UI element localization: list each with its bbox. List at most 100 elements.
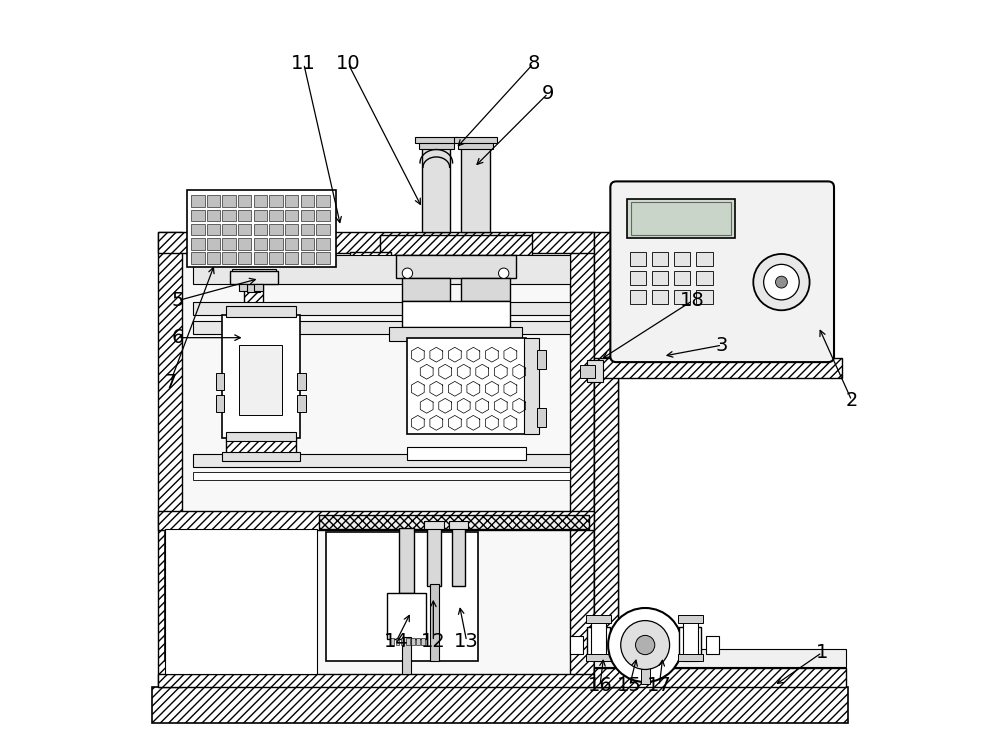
Bar	[618, 188, 827, 355]
Bar	[458, 142, 493, 149]
Bar	[452, 528, 465, 585]
Bar	[226, 306, 296, 317]
Bar	[674, 252, 690, 266]
Bar	[254, 195, 267, 207]
Bar	[679, 627, 701, 657]
Bar	[316, 209, 330, 221]
Bar	[193, 321, 570, 334]
Bar	[422, 147, 450, 232]
Bar	[158, 674, 594, 687]
Bar	[254, 252, 267, 263]
Bar	[678, 615, 703, 623]
Bar	[630, 271, 646, 285]
Bar	[207, 209, 220, 221]
Bar	[683, 620, 698, 661]
Text: 12: 12	[421, 632, 446, 651]
Bar	[594, 358, 842, 378]
Bar	[326, 532, 478, 661]
Bar	[222, 453, 300, 462]
Bar	[407, 338, 526, 434]
Bar	[402, 278, 450, 301]
Bar	[238, 195, 251, 207]
Bar	[613, 184, 833, 358]
Bar	[191, 252, 205, 263]
Bar	[191, 223, 205, 235]
Bar	[652, 271, 668, 285]
Bar	[586, 615, 611, 623]
Bar	[226, 433, 296, 441]
Bar	[627, 199, 735, 237]
Bar	[285, 237, 298, 249]
Bar	[187, 189, 336, 267]
Bar	[674, 271, 690, 285]
Circle shape	[753, 254, 810, 310]
Bar	[193, 302, 570, 315]
Circle shape	[776, 276, 787, 288]
Bar	[696, 271, 713, 285]
Bar	[254, 209, 267, 221]
Text: 5: 5	[172, 291, 184, 310]
Bar	[269, 223, 283, 235]
Circle shape	[764, 264, 799, 300]
Bar	[570, 232, 594, 687]
Bar	[396, 255, 516, 278]
Bar	[387, 593, 426, 639]
Text: 15: 15	[617, 676, 642, 695]
Bar	[580, 365, 595, 378]
Bar	[316, 252, 330, 263]
Bar	[594, 668, 846, 687]
Bar	[301, 223, 314, 235]
Bar	[411, 637, 415, 645]
Bar	[158, 232, 594, 252]
Bar	[193, 255, 570, 284]
Bar	[207, 237, 220, 249]
Text: 14: 14	[384, 632, 409, 651]
Bar	[222, 252, 236, 263]
Bar	[424, 521, 444, 530]
Bar	[406, 637, 410, 645]
Text: 18: 18	[680, 291, 705, 310]
Bar	[586, 654, 611, 661]
Text: 9: 9	[542, 84, 554, 103]
Bar	[193, 473, 570, 480]
Bar	[269, 195, 283, 207]
Bar	[222, 315, 300, 438]
Bar	[222, 209, 236, 221]
Bar	[254, 283, 263, 291]
Bar	[319, 515, 589, 530]
Bar	[216, 395, 224, 412]
Bar	[399, 528, 414, 593]
Bar	[285, 252, 298, 263]
Bar	[594, 376, 618, 687]
Circle shape	[621, 620, 670, 669]
Text: 3: 3	[716, 335, 728, 355]
Bar	[630, 252, 646, 266]
Bar	[285, 195, 298, 207]
Bar	[239, 345, 282, 416]
Bar	[696, 290, 713, 304]
Bar	[207, 223, 220, 235]
Bar	[461, 147, 490, 232]
Bar	[407, 447, 526, 460]
Bar	[297, 395, 306, 412]
Bar	[216, 373, 224, 390]
Bar	[316, 223, 330, 235]
Bar	[524, 338, 539, 434]
Bar	[222, 195, 236, 207]
Bar	[587, 360, 603, 382]
Bar	[630, 290, 646, 304]
Text: 16: 16	[588, 676, 612, 695]
Bar	[158, 511, 594, 531]
Bar	[301, 195, 314, 207]
Text: 6: 6	[172, 328, 184, 347]
Bar	[226, 438, 296, 454]
Text: 13: 13	[454, 632, 479, 651]
Bar	[652, 290, 668, 304]
Text: 7: 7	[164, 372, 177, 392]
Bar	[594, 232, 618, 687]
Bar	[165, 530, 317, 674]
Bar	[191, 237, 205, 249]
Bar	[222, 237, 236, 249]
Bar	[207, 252, 220, 263]
Text: 11: 11	[291, 54, 316, 73]
